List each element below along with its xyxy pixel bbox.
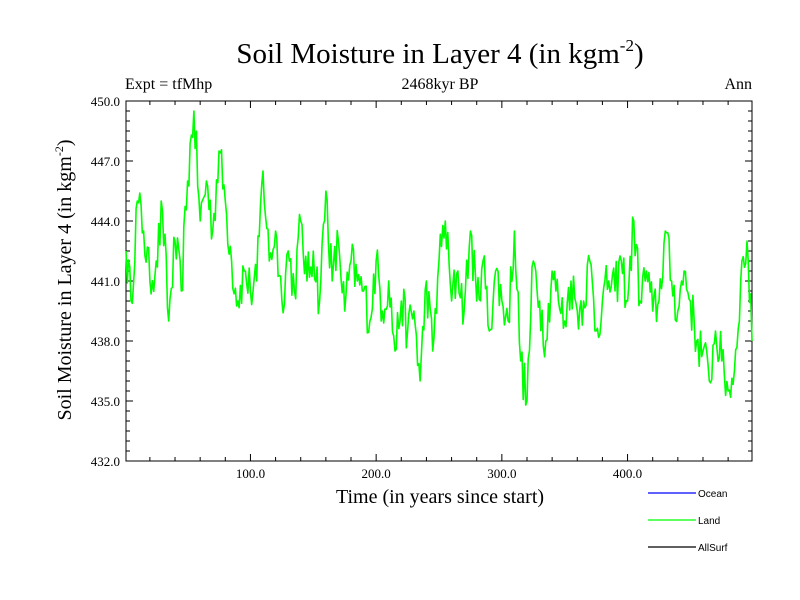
y-tick-label: 438.0 — [91, 334, 120, 349]
y-tick-label: 450.0 — [91, 94, 120, 109]
y-axis-label-main: Soil Moisture in Layer 4 (in kgm — [54, 156, 76, 421]
x-tick-label: 200.0 — [362, 466, 391, 481]
chart-subtitle: 2468kyr BP — [402, 76, 479, 93]
y-ticks: 432.0 435.0 438.0 441.0 444.0 447.0 450.0 — [91, 94, 752, 469]
plot-area: 100.0 200.0 300.0 400.0 432.0 435.0 438.0 441.… — [91, 94, 753, 481]
legend-label-land: Land — [698, 516, 720, 527]
experiment-label: Expt = tfMhp — [125, 76, 212, 93]
y-tick-label: 432.0 — [91, 454, 120, 469]
series-group — [125, 110, 753, 406]
legend-label-ocean: Ocean — [698, 489, 727, 500]
chart-title-main: Soil Moisture in Layer 4 (in kgm — [236, 38, 620, 70]
series-line-land — [125, 110, 753, 406]
legend-label-allsurf: AllSurf — [698, 543, 728, 554]
y-axis-label: Soil Moisture in Layer 4 (in kgm-2) — [52, 139, 76, 420]
y-axis-label-sup: -2 — [52, 146, 66, 156]
y-tick-label: 447.0 — [91, 154, 120, 169]
x-ticks: 100.0 200.0 300.0 400.0 — [149, 101, 729, 481]
x-tick-label: 400.0 — [613, 466, 642, 481]
x-tick-label: 300.0 — [487, 466, 516, 481]
y-axis-label-close: ) — [54, 139, 76, 146]
legend: Ocean Land AllSurf — [648, 489, 728, 554]
x-axis-label: Time (in years since start) — [336, 486, 544, 508]
season-label: Ann — [724, 76, 752, 93]
chart-title-sup: -2 — [620, 36, 634, 55]
chart-title: Soil Moisture in Layer 4 (in kgm-2) — [236, 36, 643, 70]
y-tick-label: 441.0 — [91, 274, 120, 289]
plot-frame — [125, 100, 753, 462]
x-tick-label: 100.0 — [236, 466, 265, 481]
chart-title-close: ) — [634, 38, 644, 70]
y-tick-label: 435.0 — [91, 394, 120, 409]
y-tick-label: 444.0 — [91, 214, 120, 229]
